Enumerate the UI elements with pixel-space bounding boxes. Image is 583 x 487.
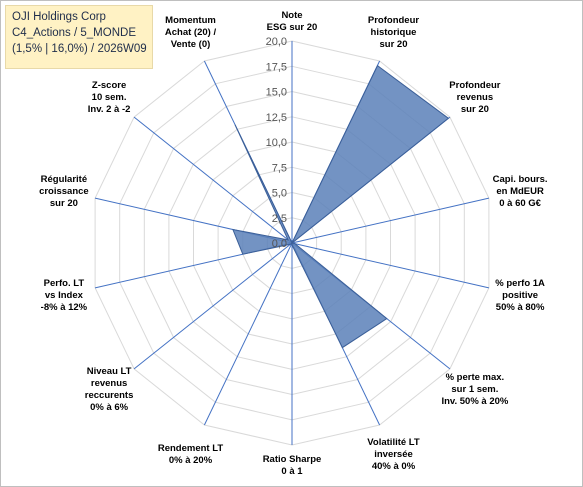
axis-label-12: Z-score 10 sem. Inv. 2 à -2 bbox=[88, 80, 131, 115]
tick-label: 0,0 bbox=[272, 238, 287, 250]
axis-label-0: Note ESG sur 20 bbox=[267, 10, 318, 33]
axis-label-6: Volatilité LT inversée 40% à 0% bbox=[367, 437, 420, 472]
axis-label-3: Capi. bours. en MdEUR 0 à 60 G€ bbox=[493, 174, 548, 209]
spoke-12 bbox=[133, 116, 293, 244]
spoke-9 bbox=[133, 242, 293, 370]
tick-label: 5,0 bbox=[272, 188, 287, 200]
axis-label-2: Profondeur revenus sur 20 bbox=[449, 80, 500, 115]
tick-label: 15,0 bbox=[266, 87, 287, 99]
axis-label-9: Niveau LT revenus reccurents 0% à 6% bbox=[85, 366, 134, 413]
series-area-0 bbox=[232, 64, 450, 349]
tick-label: 12,5 bbox=[266, 112, 287, 124]
info-line-period: (1,5% | 16,0%) / 2026W09 bbox=[12, 43, 147, 55]
spoke-4 bbox=[291, 242, 490, 289]
spoke-8 bbox=[203, 242, 293, 426]
info-line-category: C4_Actions / 5_MONDE bbox=[12, 27, 136, 39]
axis-label-11: Régularité croissance sur 20 bbox=[39, 174, 89, 209]
tick-label: 10,0 bbox=[266, 137, 287, 149]
axis-label-4: % perfo 1A positive 50% à 80% bbox=[495, 278, 545, 313]
axis-label-1: Profondeur historique sur 20 bbox=[368, 15, 419, 50]
axis-label-8: Rendement LT 0% à 20% bbox=[158, 443, 223, 466]
spoke-3 bbox=[291, 197, 490, 244]
axis-label-7: Ratio Sharpe 0 à 1 bbox=[263, 454, 322, 477]
axis-label-10: Perfo. LT vs Index -8% à 12% bbox=[41, 278, 88, 313]
tick-label: 17,5 bbox=[266, 61, 287, 73]
tick-label: 2,5 bbox=[272, 213, 287, 225]
axis-label-13: Momentum Achat (20) / Vente (0) bbox=[165, 15, 217, 50]
info-box: OJI Holdings Corp C4_Actions / 5_MONDE (… bbox=[5, 5, 153, 69]
tick-label: 7,5 bbox=[272, 162, 287, 174]
axis-label-5: % perte max. sur 1 sem. Inv. 50% à 20% bbox=[441, 372, 508, 407]
info-line-company: OJI Holdings Corp bbox=[12, 11, 106, 23]
tick-label: 20,0 bbox=[266, 36, 287, 48]
